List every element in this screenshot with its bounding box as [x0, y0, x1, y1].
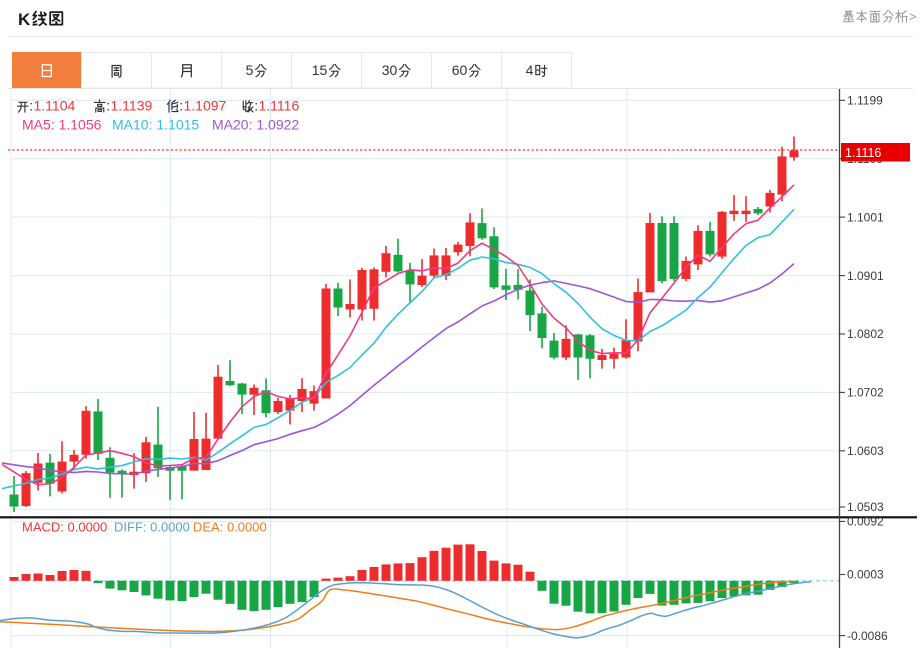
- svg-text:5: 5: [246, 62, 254, 78]
- svg-text:1.1104: 1.1104: [34, 98, 76, 114]
- svg-text:1.1139: 1.1139: [111, 98, 153, 114]
- svg-text:1.0802: 1.0802: [847, 327, 884, 341]
- svg-text:DEA: 0.0000: DEA: 0.0000: [193, 520, 267, 535]
- svg-text:MA10: 1.1015: MA10: 1.1015: [112, 117, 199, 133]
- svg-text:-0.0086: -0.0086: [847, 629, 888, 643]
- svg-text:1.1199: 1.1199: [847, 94, 883, 108]
- svg-text::: :: [179, 98, 183, 114]
- svg-text:1.1001: 1.1001: [847, 210, 884, 224]
- svg-text::: :: [254, 98, 258, 114]
- svg-text:1.0901: 1.0901: [847, 269, 884, 283]
- svg-text:4: 4: [526, 62, 534, 78]
- svg-text:MA5: 1.1056: MA5: 1.1056: [22, 117, 102, 133]
- svg-text:K: K: [18, 10, 31, 29]
- svg-text:1.1097: 1.1097: [184, 98, 227, 114]
- svg-text::: :: [106, 98, 110, 114]
- svg-text:1.0503: 1.0503: [847, 500, 884, 514]
- svg-text:DIFF: 0.0000: DIFF: 0.0000: [114, 520, 190, 535]
- svg-text:MA20: 1.0922: MA20: 1.0922: [212, 117, 299, 133]
- svg-text:0.0003: 0.0003: [847, 568, 884, 582]
- svg-text::: :: [29, 98, 33, 114]
- svg-text:60: 60: [452, 62, 468, 78]
- svg-text:15: 15: [312, 62, 328, 78]
- svg-text:30: 30: [382, 62, 398, 78]
- svg-text:0.0092: 0.0092: [847, 515, 884, 529]
- svg-text:1.0702: 1.0702: [847, 386, 884, 400]
- svg-text:>: >: [909, 9, 917, 24]
- svg-text:1.1116: 1.1116: [259, 98, 300, 114]
- svg-text:MACD: 0.0000: MACD: 0.0000: [22, 520, 107, 535]
- svg-text:1.0603: 1.0603: [847, 444, 884, 458]
- svg-text:1.1116: 1.1116: [845, 146, 881, 160]
